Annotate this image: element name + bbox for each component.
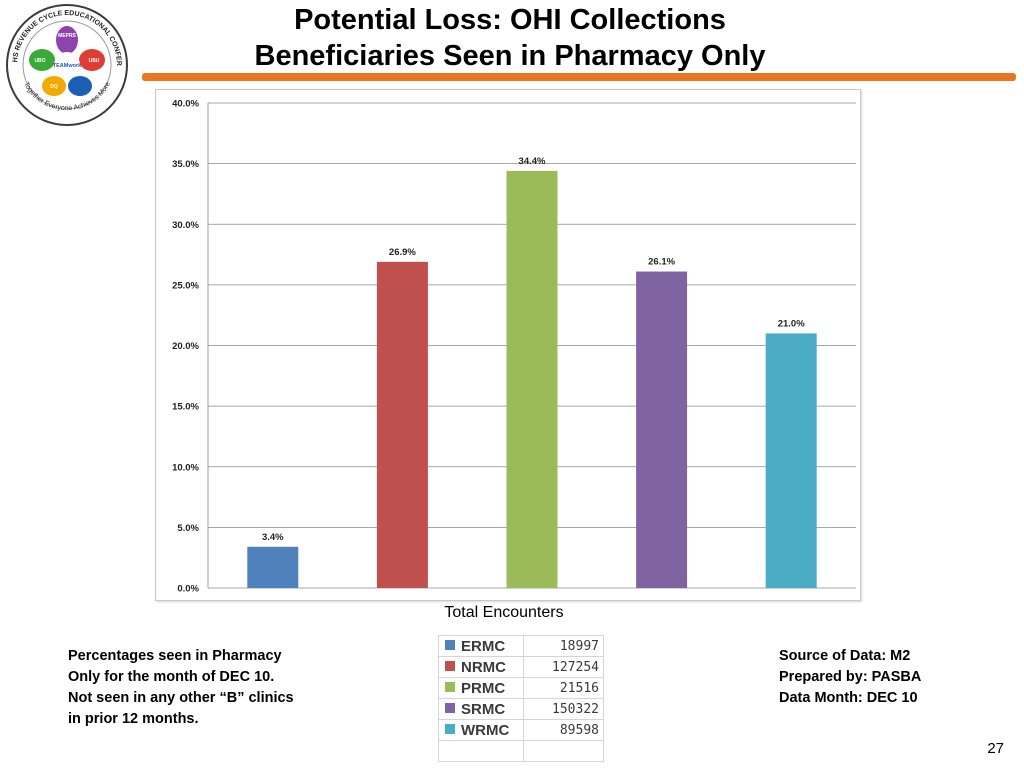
encounters-count: 18997 — [523, 635, 604, 657]
legend-swatch-cell — [438, 635, 461, 657]
y-tick-label: 25.0% — [172, 280, 199, 291]
logo-hand-label-2: UBO — [34, 58, 45, 64]
legend-swatch-cell — [438, 719, 461, 741]
note-line-4: in prior 12 months. — [68, 711, 199, 727]
title-line-2: Beneficiaries Seen in Pharmacy Only — [254, 40, 766, 72]
encounters-facility: NRMC — [461, 656, 524, 678]
y-tick-label: 20.0% — [172, 341, 199, 352]
legend-swatch — [445, 661, 455, 671]
encounters-facility: SRMC — [461, 698, 524, 720]
slide-title: Potential Loss: OHI Collections Benefici… — [150, 2, 870, 74]
bar — [506, 170, 558, 588]
legend-swatch — [445, 724, 455, 734]
logo-hand-label-4: DQ — [50, 84, 58, 90]
bar — [247, 546, 299, 588]
legend-swatch-cell — [438, 656, 461, 678]
y-tick-label: 0.0% — [177, 584, 199, 595]
encounters-count: 150322 — [523, 698, 604, 720]
legend-swatch-cell — [438, 677, 461, 699]
bar — [636, 271, 688, 588]
logo-center-text: TEAMwork — [53, 63, 82, 69]
encounters-table: ERMC 18997 NRMC 127254 PRMC 21516 SRMC 150322 WR… — [438, 635, 604, 762]
bar-data-label: 26.9% — [389, 247, 416, 258]
encounters-row: ERMC 18997 — [438, 635, 604, 657]
conference-logo: 2011 MHS REVENUE CYCLE EDUCATIONAL CONFE… — [4, 2, 128, 126]
legend-swatch-cell — [438, 698, 461, 720]
logo-hand-label-3: UBU — [89, 58, 100, 64]
source-line-3: Data Month: DEC 10 — [779, 690, 918, 706]
bar-chart: 0.0% 5.0% 10.0% 15.0% 20.0% 25.0% 30.0% 35.0% 40… — [155, 89, 861, 601]
y-tick-label: 35.0% — [172, 159, 199, 170]
encounters-count: 89598 — [523, 719, 604, 741]
legend-swatch — [445, 682, 455, 692]
note-line-1: Percentages seen in Pharmacy — [68, 648, 282, 664]
bar-data-label: 34.4% — [519, 156, 546, 167]
hands-icon — [29, 26, 105, 96]
y-tick-label: 40.0% — [172, 99, 199, 110]
page-number: 27 — [987, 740, 1004, 757]
encounters-empty-row — [438, 740, 604, 762]
encounters-title: Total Encounters — [444, 604, 564, 621]
source-line-2: Prepared by: PASBA — [779, 669, 922, 685]
bar-data-label: 3.4% — [262, 532, 284, 543]
encounters-facility: PRMC — [461, 677, 524, 699]
encounters-row: NRMC 127254 — [438, 656, 604, 678]
source-text: Source of Data: M2 Prepared by: PASBA Da… — [779, 646, 921, 709]
note-text: Percentages seen in Pharmacy Only for th… — [68, 646, 294, 730]
bar-data-label: 21.0% — [778, 318, 805, 329]
source-line-1: Source of Data: M2 — [779, 648, 911, 664]
y-tick-label: 5.0% — [177, 523, 199, 534]
encounters-facility: WRMC — [461, 719, 524, 741]
encounters-count: 21516 — [523, 677, 604, 699]
legend-swatch — [445, 703, 455, 713]
title-line-1: Potential Loss: OHI Collections — [294, 4, 726, 36]
y-tick-label: 15.0% — [172, 402, 199, 413]
encounters-row: SRMC 150322 — [438, 698, 604, 720]
y-tick-label: 10.0% — [172, 462, 199, 473]
encounters-count: 127254 — [523, 656, 604, 678]
note-line-2: Only for the month of DEC 10. — [68, 669, 275, 685]
logo-hand-label-1: MEPRS — [58, 33, 76, 39]
note-line-3: Not seen in any other “B” clinics — [68, 690, 294, 706]
bar-data-label: 26.1% — [648, 257, 675, 268]
y-tick-label: 30.0% — [172, 220, 199, 231]
legend-swatch — [445, 640, 455, 650]
bar — [765, 333, 817, 588]
encounters-row: WRMC 89598 — [438, 719, 604, 741]
encounters-row: PRMC 21516 — [438, 677, 604, 699]
bar-chart-plot: 0.0% 5.0% 10.0% 15.0% 20.0% 25.0% 30.0% 35.0% 40… — [172, 99, 856, 595]
title-rule — [142, 73, 1016, 81]
encounters-facility: ERMC — [461, 635, 524, 657]
bar — [376, 261, 428, 588]
